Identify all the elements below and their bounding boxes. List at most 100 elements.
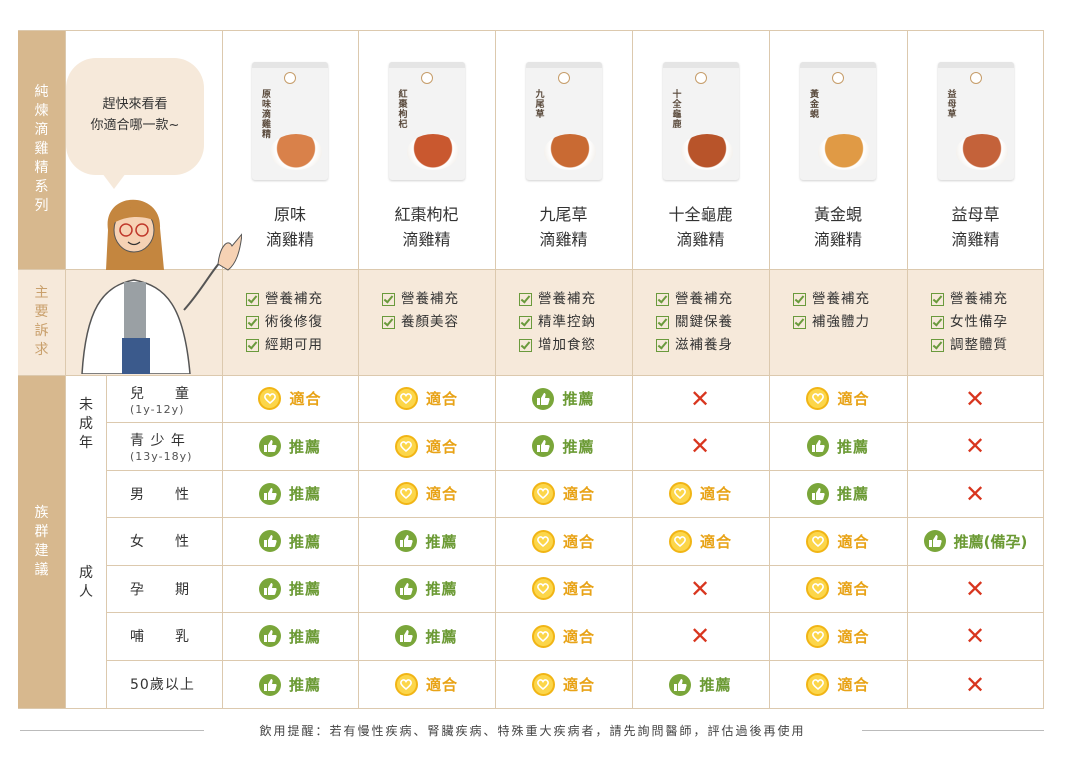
- suitable-badge: 適合: [632, 470, 769, 517]
- box-top-band: [388, 62, 465, 68]
- suitable-badge: 適合: [495, 517, 632, 565]
- need-item: 女性備孕: [931, 311, 1008, 334]
- checkbox-icon: [519, 316, 532, 329]
- checkbox-icon: [793, 293, 806, 306]
- product-name-line2: 滴雞精: [539, 230, 588, 249]
- rating-label: 適合: [562, 485, 595, 503]
- heart-icon: [531, 529, 555, 553]
- heart-icon: [531, 482, 555, 505]
- rating-label: 適合: [425, 390, 458, 408]
- need-label: 調整體質: [950, 337, 1008, 353]
- thumbs-up-icon: [923, 530, 946, 552]
- rating-label: 適合: [699, 532, 732, 551]
- rating-label: 推薦: [562, 437, 595, 456]
- rating-label: 推薦: [288, 627, 321, 646]
- product-box: 益母草: [937, 62, 1014, 180]
- needs-band: [65, 269, 1044, 375]
- soup-bowl-image: [543, 134, 596, 170]
- need-label: 營養補充: [538, 291, 596, 307]
- recommended-badge: 推薦: [222, 565, 358, 612]
- heart-icon: [668, 529, 692, 553]
- need-label: 營養補充: [265, 291, 323, 307]
- needs-list: 營養補充 養顏美容: [382, 288, 459, 334]
- box-title: 原味滴雞精: [262, 90, 272, 140]
- suitable-badge: 適合: [358, 422, 495, 470]
- suitable-badge: 適合: [358, 660, 495, 709]
- product-name: 九尾草 滴雞精: [495, 202, 632, 252]
- need-label: 營養補充: [950, 291, 1008, 307]
- not-recommended-icon: ✕: [964, 670, 987, 699]
- row-label: 孕 期: [130, 579, 210, 599]
- footer-note: 飲用提醒：若有慢性疾病、腎臟疾病、特殊重大疾病者，請先詢問醫師，評估過後再使用: [259, 724, 806, 738]
- need-item: 營養補充: [793, 288, 870, 311]
- recommended-badge: 推薦: [769, 422, 907, 470]
- need-item: 營養補充: [246, 288, 323, 311]
- thumbs-up-icon: [258, 482, 281, 505]
- thumbs-up-icon: [806, 482, 829, 505]
- soup-bowl-image: [406, 134, 459, 170]
- recommended-badge: 推薦: [495, 422, 632, 470]
- rating-label: 適合: [837, 532, 870, 551]
- row-label-main: 50歲以上: [130, 677, 195, 693]
- col-divider: [65, 30, 66, 709]
- not-recommended-icon: ✕: [964, 622, 987, 650]
- need-item: 增加食慾: [519, 334, 596, 357]
- box-top-band: [800, 62, 876, 68]
- product-name-line1: 紅棗枸杞: [394, 205, 459, 224]
- suitable-badge: 適合: [495, 612, 632, 660]
- need-item: 營養補充: [382, 288, 459, 311]
- product-box: 九尾草: [525, 62, 602, 180]
- rating-label: 適合: [562, 532, 595, 551]
- rating-label: 推薦: [836, 485, 869, 503]
- recommended-badge: 推薦: [495, 375, 632, 422]
- recommended-badge: 推薦: [222, 612, 358, 660]
- rating-label: 推薦: [288, 532, 321, 551]
- rating-label: 適合: [837, 676, 870, 694]
- row-label: 兒 童 (1y-12y): [130, 383, 210, 416]
- footer-line-left: [20, 730, 204, 731]
- row-divider: [18, 708, 1044, 709]
- box-top-band: [252, 62, 328, 68]
- need-label: 補強體力: [812, 314, 870, 330]
- brand-logo-icon: [969, 72, 982, 84]
- rating-label: 推薦: [425, 580, 458, 598]
- col-divider: [106, 375, 107, 709]
- row-divider: [106, 660, 1044, 661]
- rating-label: 適合: [425, 437, 458, 456]
- product-name: 益母草 滴雞精: [907, 202, 1044, 252]
- suitable-badge: 適合: [769, 660, 907, 709]
- rating-label: 推薦(備孕): [953, 532, 1028, 551]
- not-recommended-icon: ✕: [964, 432, 987, 460]
- need-label: 術後修復: [265, 314, 323, 330]
- product-name-line2: 滴雞精: [265, 230, 314, 249]
- rating-label: 推薦: [288, 437, 321, 456]
- col-divider: [907, 30, 908, 709]
- recommended-badge: 推薦: [358, 565, 495, 612]
- not-recommended-icon: ✕: [689, 432, 712, 460]
- recommended-badge: 推薦: [632, 660, 769, 709]
- checkbox-icon: [656, 316, 669, 329]
- col-divider: [358, 30, 359, 709]
- group-minor: 未成年: [79, 397, 93, 451]
- footer-line-right: [862, 730, 1044, 731]
- heart-icon: [806, 624, 830, 648]
- not-recommended-icon: ✕: [689, 574, 712, 603]
- thumbs-up-icon: [258, 577, 281, 600]
- not-recommended-icon: ✕: [964, 384, 987, 413]
- rating-label: 推薦: [288, 676, 321, 694]
- recommended-badge: 推薦: [222, 660, 358, 709]
- needs-list: 營養補充 術後修復 經期可用: [246, 288, 323, 357]
- product-name: 黃金蜆 滴雞精: [769, 202, 907, 252]
- rating-label: 推薦: [836, 437, 869, 456]
- series-header: 純煉滴雞精系列: [18, 30, 65, 269]
- raised-arm: [183, 259, 223, 311]
- need-label: 滋補養身: [675, 337, 733, 353]
- heart-icon: [394, 673, 418, 696]
- recommended-badge: 推薦: [358, 612, 495, 660]
- box-title: 益母草: [947, 90, 957, 120]
- product-name: 原味 滴雞精: [222, 202, 358, 252]
- checkbox-icon: [382, 316, 395, 329]
- product-name: 十全龜鹿 滴雞精: [632, 202, 769, 252]
- rating-label: 適合: [837, 627, 870, 646]
- checkbox-icon: [656, 293, 669, 306]
